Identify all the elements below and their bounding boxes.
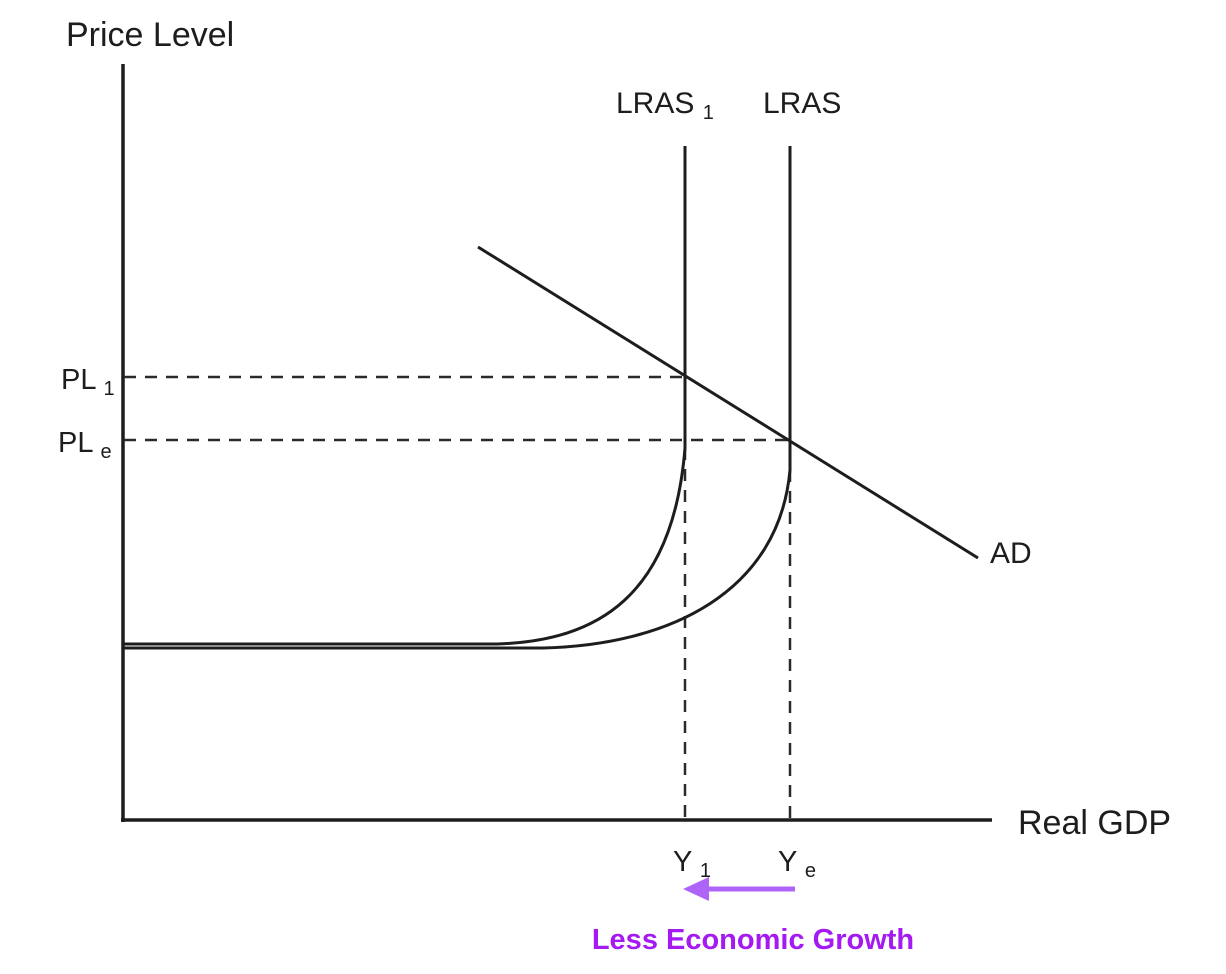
x-axis-label: Real GDP: [1018, 804, 1171, 842]
lras1-label-sub: 1: [703, 102, 714, 124]
lras1-label: LRAS 1: [616, 87, 714, 124]
y-axis-label: Price Level: [66, 16, 234, 54]
pl1-label: PL 1: [61, 364, 115, 400]
shift-arrowhead-icon: [683, 877, 709, 901]
ple-label-sub: e: [100, 441, 111, 463]
lras1-curve: [124, 146, 687, 646]
ye-label: Y e: [778, 846, 816, 882]
lras1-label-main: LRAS: [616, 87, 694, 120]
y1-label-main: Y: [673, 846, 692, 878]
y1-label-sub: 1: [700, 860, 711, 882]
ple-label: PL e: [58, 427, 112, 463]
ad-label: AD: [990, 537, 1032, 570]
ye-label-sub: e: [805, 860, 816, 882]
ad-curve: [477, 245, 979, 560]
pl1-label-sub: 1: [103, 378, 114, 400]
lras-curve: [124, 146, 792, 650]
pl1-label-main: PL: [61, 364, 96, 396]
shift-arrow: [683, 877, 795, 901]
annotation-text: Less Economic Growth: [592, 924, 914, 956]
lras-label: LRAS: [763, 87, 841, 120]
ple-label-main: PL: [58, 427, 93, 459]
y1-label: Y 1: [673, 846, 711, 882]
ye-label-main: Y: [778, 846, 797, 878]
axes: [121, 64, 992, 822]
